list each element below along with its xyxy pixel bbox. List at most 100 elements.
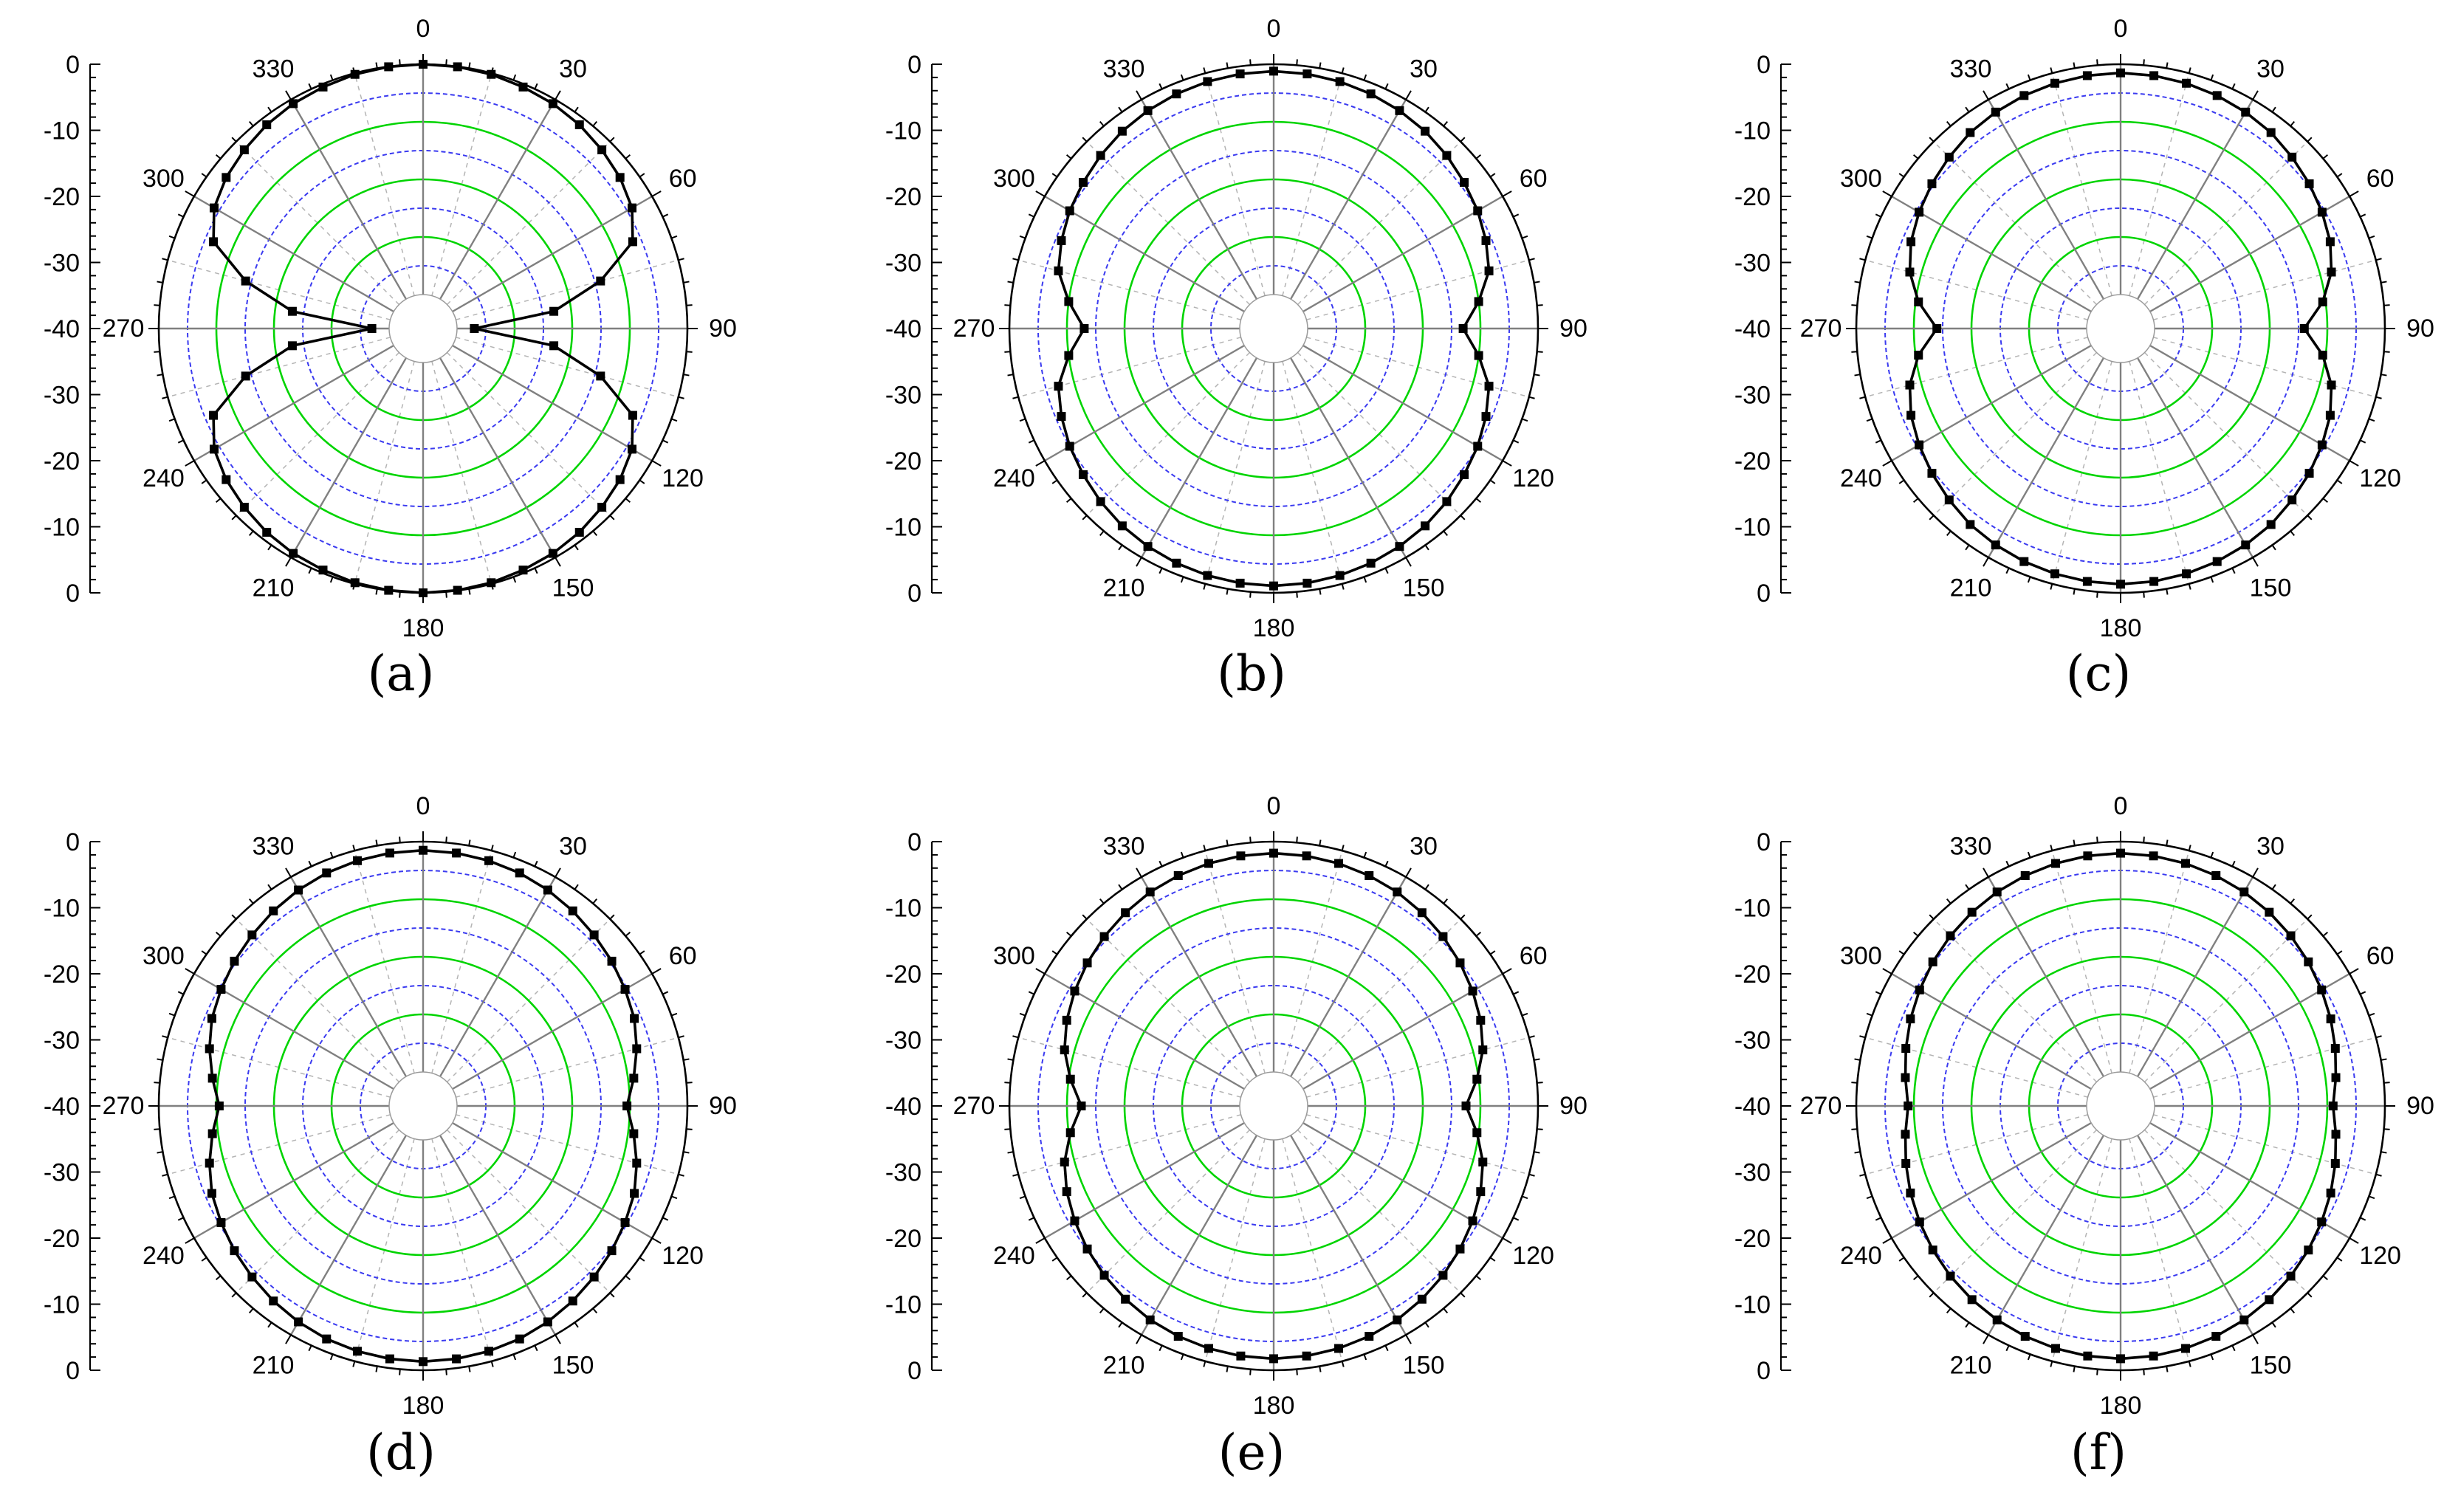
panel-label: (e) bbox=[1218, 1424, 1285, 1481]
data-point bbox=[269, 906, 278, 915]
data-point bbox=[574, 527, 584, 537]
angle-tick bbox=[1099, 1307, 1105, 1314]
angle-tick bbox=[1983, 90, 1989, 100]
angle-tick bbox=[2252, 557, 2259, 567]
angle-tick-label: 240 bbox=[143, 1242, 185, 1270]
data-point bbox=[1064, 351, 1074, 360]
angle-tick bbox=[1866, 418, 1873, 422]
angle-tick bbox=[1460, 515, 1466, 520]
angle-tick-label: 0 bbox=[2114, 15, 2128, 43]
data-point bbox=[1302, 1351, 1311, 1361]
data-point bbox=[1334, 1344, 1344, 1353]
angle-tick bbox=[168, 235, 175, 239]
angle-tick bbox=[162, 1035, 168, 1039]
angle-tick bbox=[1866, 1012, 1873, 1017]
data-point bbox=[2304, 469, 2314, 478]
angle-tick bbox=[512, 74, 517, 80]
data-point bbox=[2149, 577, 2159, 586]
angle-tick bbox=[2375, 396, 2382, 399]
angle-tick bbox=[2027, 851, 2031, 858]
data-point bbox=[1062, 1187, 1071, 1197]
minor-spoke bbox=[431, 1138, 492, 1361]
angle-tick bbox=[185, 190, 195, 197]
angle-tick-label: 210 bbox=[253, 574, 295, 602]
data-point bbox=[1078, 470, 1088, 479]
angle-tick bbox=[2050, 583, 2053, 590]
data-point bbox=[384, 585, 394, 595]
angle-tick-label: 180 bbox=[1253, 1392, 1295, 1420]
angle-tick bbox=[1851, 1082, 1858, 1084]
angle-tick bbox=[1443, 1307, 1449, 1314]
angle-tick bbox=[555, 90, 561, 100]
angle-tick bbox=[2290, 898, 2296, 904]
angle-tick bbox=[267, 884, 272, 890]
inner-ring bbox=[1239, 1071, 1308, 1141]
angle-tick bbox=[639, 950, 645, 955]
angle-tick bbox=[639, 479, 645, 484]
angle-tick-label: 120 bbox=[2359, 1242, 2401, 1270]
data-point bbox=[247, 1272, 257, 1282]
angle-tick bbox=[1859, 258, 1866, 261]
data-point bbox=[241, 276, 250, 286]
radial-tick-label: -10 bbox=[885, 514, 921, 542]
angle-tick bbox=[2210, 577, 2214, 583]
angle-tick-label: 270 bbox=[953, 1092, 995, 1120]
data-point bbox=[2330, 1044, 2340, 1054]
data-point bbox=[2019, 91, 2029, 100]
angle-tick bbox=[678, 1035, 684, 1039]
data-point bbox=[262, 120, 272, 130]
angle-tick bbox=[574, 544, 579, 551]
angle-tick bbox=[2073, 62, 2076, 69]
minor-spoke bbox=[2051, 1138, 2112, 1361]
angle-tick bbox=[248, 898, 254, 904]
angle-tick-label: 90 bbox=[709, 315, 737, 343]
polar-panel: 0 30 60 90 120 150 180 210 240 270 300 330 0 -10 -20 -3… bbox=[44, 792, 737, 1481]
data-point bbox=[1334, 859, 1344, 868]
data-point bbox=[596, 276, 605, 286]
data-point bbox=[2212, 557, 2222, 566]
angle-tick bbox=[1159, 1345, 1163, 1352]
data-point bbox=[1991, 107, 2000, 117]
data-point bbox=[1417, 1294, 1427, 1304]
angle-tick bbox=[534, 860, 538, 867]
data-point bbox=[209, 410, 219, 420]
data-point bbox=[1173, 870, 1183, 880]
data-point bbox=[1269, 66, 1278, 76]
angle-tick bbox=[329, 1354, 334, 1361]
data-point bbox=[1082, 958, 1092, 968]
data-point bbox=[568, 1296, 577, 1306]
data-point bbox=[620, 1217, 630, 1227]
angle-tick bbox=[1004, 1082, 1011, 1084]
angle-tick bbox=[445, 836, 447, 843]
angle-tick bbox=[1012, 1035, 1019, 1039]
data-point bbox=[1914, 351, 1923, 360]
data-point bbox=[632, 1158, 642, 1168]
angle-tick bbox=[1341, 583, 1345, 590]
angle-tick bbox=[1035, 190, 1046, 197]
data-point bbox=[453, 62, 462, 72]
angle-tick bbox=[285, 1334, 292, 1344]
angle-tick bbox=[1898, 1257, 1905, 1262]
data-point bbox=[207, 1073, 217, 1083]
angle-tick bbox=[1384, 83, 1389, 89]
panel-label: (f) bbox=[2070, 1424, 2127, 1481]
data-point bbox=[1065, 441, 1074, 451]
angle-tick bbox=[1035, 460, 1046, 467]
angle-tick bbox=[1136, 867, 1142, 878]
data-point bbox=[239, 503, 249, 512]
angle-tick bbox=[1912, 498, 1919, 504]
angle-tick bbox=[2252, 90, 2259, 100]
data-point bbox=[628, 410, 637, 420]
data-point bbox=[549, 306, 559, 316]
data-point bbox=[1060, 1157, 1069, 1166]
angle-tick-label: 30 bbox=[1410, 55, 1438, 83]
angle-tick bbox=[2188, 1361, 2191, 1367]
angle-tick bbox=[1946, 1307, 1952, 1314]
data-point bbox=[367, 324, 377, 333]
data-point bbox=[484, 856, 494, 865]
data-point bbox=[2304, 179, 2314, 188]
panel-label: (d) bbox=[366, 1424, 436, 1481]
angle-tick bbox=[1319, 1366, 1322, 1372]
angle-tick bbox=[1502, 460, 1512, 467]
angle-tick bbox=[1099, 530, 1105, 537]
